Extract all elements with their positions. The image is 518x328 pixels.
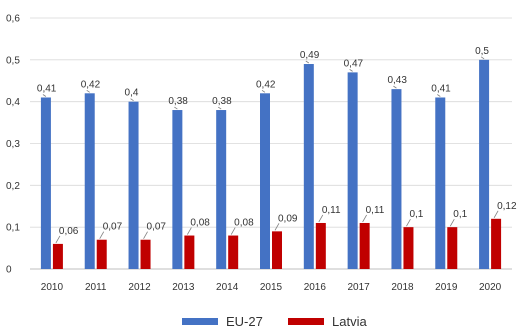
bar-latvia-2012 [140,239,151,269]
data-label: 0,06 [59,226,79,237]
bar-latvia-2014 [228,235,239,269]
bar-eu-27-2019 [435,97,446,269]
data-label: 0,09 [278,213,298,224]
data-label: 0,07 [147,222,167,233]
y-tick-label: 0,4 [6,97,20,108]
data-label: 0,1 [453,209,467,220]
bar-eu-27-2011 [84,93,95,269]
data-label: 0,42 [81,79,101,90]
data-label: 0,4 [125,88,139,99]
data-label: 0,41 [37,83,57,94]
bar-latvia-2010 [52,243,63,269]
leader-line [362,214,367,223]
leader-line [130,98,134,101]
x-tick-label: 2011 [85,282,107,293]
data-label: 0,11 [322,205,341,216]
bar-eu-27-2015 [260,93,270,269]
x-tick-label: 2016 [304,282,327,293]
data-label: 0,12 [497,201,517,212]
leader-line [261,89,266,93]
x-tick-label: 2010 [41,282,64,293]
data-label: 0,08 [190,218,210,229]
leader-line [349,69,353,72]
bar-eu-27-2012 [128,101,139,270]
bar-latvia-2020 [491,218,502,269]
leader-line [449,218,455,227]
bar-eu-27-2016 [303,64,314,270]
bar-latvia-2018 [403,227,414,269]
data-label: 0,47 [344,58,364,69]
leader-line [187,227,192,235]
x-tick-label: 2017 [348,282,371,293]
leader-line [55,235,61,244]
x-tick-label: 2020 [479,282,502,293]
leader-line [393,85,397,89]
leader-line [230,227,236,235]
x-tick-label: 2019 [435,282,458,293]
leader-line [42,94,47,97]
legend-swatch [288,318,324,325]
legend: EU-27 Latvia [182,314,367,328]
data-label: 0,38 [212,96,232,107]
data-label: 0,11 [366,205,385,216]
data-label: 0,41 [431,83,451,94]
bar-eu-27-2014 [216,110,227,270]
data-label: 0,42 [256,79,276,90]
leader-line [174,106,178,110]
bar-latvia-2019 [447,227,458,269]
x-tick-label: 2014 [216,282,239,293]
bar-eu-27-2013 [172,110,183,270]
leader-line [305,60,310,64]
y-axis-ticks: 0 0,1 0,2 0,3 0,4 0,5 0,6 [6,14,20,276]
bar-latvia-2013 [184,235,195,269]
leader-line [437,94,441,97]
bar-eu-27-2018 [391,89,402,269]
y-tick-label: 0,2 [6,181,20,192]
x-axis-ticks: 2010 2011 2012 2013 2014 2015 2016 2017 2018 2019… [41,282,502,293]
bar-latvia-2011 [96,239,107,269]
y-tick-label: 0,5 [6,55,20,66]
data-label: 0,08 [234,218,254,229]
bar-latvia-2017 [359,222,370,269]
gridlines [30,17,512,270]
data-label: 0,38 [168,96,188,107]
bars [40,59,502,270]
data-label: 0,07 [103,222,123,233]
legend-label: EU-27 [226,314,263,328]
legend-swatch [182,318,218,325]
leader-line [493,210,499,218]
leader-line [274,223,280,231]
x-tick-label: 2018 [391,282,414,293]
leader-line [217,106,222,110]
data-labels: 0,41 0,06 0,42 0,07 0,4 0,07 0,38 0,08 0,38 0,08 0… [37,46,517,244]
bar-eu-27-2017 [347,72,358,269]
bar-latvia-2016 [315,222,326,269]
y-tick-label: 0,1 [6,223,20,234]
y-tick-label: 0,3 [6,139,20,150]
leader-line [480,56,485,60]
data-label: 0,5 [475,46,489,57]
bar-latvia-2015 [272,231,282,269]
y-tick-label: 0 [6,265,12,276]
data-label: 0,49 [300,50,320,61]
leader-line [86,89,90,93]
data-label: 0,43 [387,75,407,86]
x-tick-label: 2012 [128,282,151,293]
data-label: 0,1 [409,209,423,220]
y-tick-label: 0,6 [6,14,20,25]
bar-eu-27-2020 [479,59,490,270]
leader-line [143,231,148,239]
leader-line [99,231,105,239]
x-tick-label: 2015 [260,282,283,293]
leader-line [406,218,411,227]
legend-label: Latvia [332,314,367,328]
x-tick-label: 2013 [172,282,195,293]
leader-line [318,214,324,223]
bar-eu-27-2010 [40,97,51,269]
